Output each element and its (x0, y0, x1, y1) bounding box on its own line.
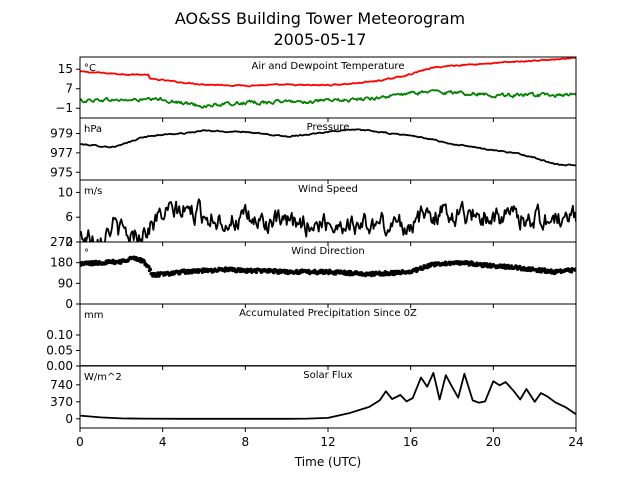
panel-data (80, 255, 576, 278)
wind-direction-point (272, 271, 276, 275)
panel-title: Wind Direction (291, 246, 365, 257)
series-line (80, 57, 576, 88)
series-line (80, 128, 576, 167)
x-tick-label: 24 (568, 435, 583, 449)
x-tick-label: 12 (320, 435, 335, 449)
wind-direction-point (570, 270, 574, 274)
y-tick-label: 90 (58, 276, 73, 290)
y-tick-label: −1 (55, 101, 73, 115)
panel-data (80, 372, 576, 420)
panel-unit: W/m^2 (84, 372, 122, 383)
x-tick-label: 4 (159, 435, 167, 449)
panel-title: Accumulated Precipitation Since 0Z (239, 308, 417, 319)
y-tick-label: 0 (65, 412, 73, 426)
panel-unit: hPa (84, 124, 102, 135)
y-tick-label: 2 (65, 235, 73, 249)
panel-unit: °C (84, 63, 96, 74)
x-tick-label: 16 (403, 435, 418, 449)
y-tick-label: 979 (50, 127, 73, 141)
figure-date: 2005-05-17 (274, 30, 367, 49)
panel-unit: mm (84, 310, 103, 321)
y-tick-label: 0.05 (46, 344, 73, 358)
y-tick-label: 0.10 (46, 328, 73, 342)
panel-title: Wind Speed (298, 184, 358, 195)
wind-direction-point (295, 268, 299, 272)
panel-1: −1 7 15 Air and Dewpoint Temperature °C (55, 56, 577, 122)
y-tick-label: 180 (50, 256, 73, 270)
wind-direction-point (549, 268, 553, 272)
panel-5: 0.000.05 0.10 Accumulated Precipitation Si… (46, 303, 577, 373)
y-tick-label: 977 (50, 146, 73, 160)
wind-direction-point (254, 270, 258, 275)
panel-data (80, 198, 576, 242)
y-tick-label: 975 (50, 165, 73, 179)
panel-unit: m/s (84, 186, 102, 197)
wind-direction-point (148, 267, 153, 272)
y-tick-label: 15 (58, 62, 73, 76)
panel-4: 0 90 180 270 Wind Direction ° (50, 235, 577, 311)
x-axis-label: Time (UTC) (294, 455, 361, 469)
y-tick-label: 740 (50, 378, 73, 392)
panel-title: Air and Dewpoint Temperature (252, 61, 405, 72)
x-tick-label: 0 (76, 435, 84, 449)
y-tick-label: 270 (50, 235, 73, 249)
y-tick-label: 370 (50, 395, 73, 409)
figure-title: AO&SS Building Tower Meteorogram (175, 9, 465, 28)
panel-title: Pressure (307, 122, 350, 133)
panel-unit: ° (84, 248, 89, 259)
series-points (80, 255, 576, 278)
wind-direction-point (147, 264, 151, 269)
panel-title: Solar Flux (303, 370, 353, 381)
y-tick-label: 10 (58, 185, 73, 199)
series-line (80, 372, 576, 420)
y-tick-label: 0 (65, 297, 73, 311)
x-tick-label: 20 (486, 435, 501, 449)
x-tick-label: 8 (242, 435, 250, 449)
panel-data (80, 57, 576, 109)
series-line (80, 198, 576, 242)
y-tick-label: 6 (65, 210, 73, 224)
panel-6: 0 370 740 Solar Flux W/m^2 (50, 365, 577, 432)
panel-data (80, 128, 576, 167)
y-tick-label: 0.00 (46, 359, 73, 373)
panel-3: 2 6 10 Wind Speed m/s (58, 179, 577, 249)
x-axis: 0 4 8 12 16 20 24 (76, 435, 583, 449)
panel-2: 975 977 979 Pressure hPa (50, 117, 577, 184)
series-line (80, 89, 576, 109)
y-tick-label: 7 (65, 82, 73, 96)
